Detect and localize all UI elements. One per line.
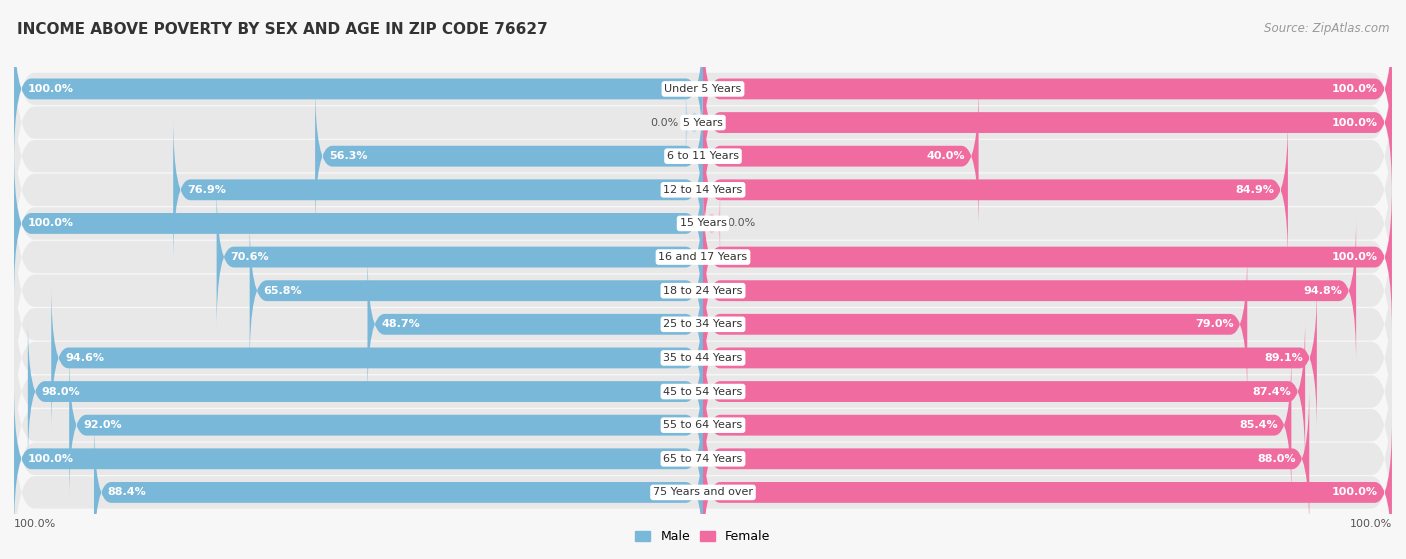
Text: 12 to 14 Years: 12 to 14 Years — [664, 185, 742, 195]
FancyBboxPatch shape — [703, 183, 720, 263]
Text: 88.0%: 88.0% — [1257, 454, 1295, 464]
Legend: Male, Female: Male, Female — [630, 525, 776, 548]
FancyBboxPatch shape — [367, 250, 703, 398]
Text: 35 to 44 Years: 35 to 44 Years — [664, 353, 742, 363]
Text: 56.3%: 56.3% — [329, 151, 367, 161]
Text: 75 Years and over: 75 Years and over — [652, 487, 754, 498]
FancyBboxPatch shape — [14, 4, 1392, 174]
Text: 100.0%: 100.0% — [28, 454, 75, 464]
FancyBboxPatch shape — [217, 183, 703, 331]
FancyBboxPatch shape — [14, 307, 1392, 476]
Text: 100.0%: 100.0% — [1331, 252, 1378, 262]
Text: 89.1%: 89.1% — [1264, 353, 1303, 363]
FancyBboxPatch shape — [14, 105, 1392, 274]
Text: 94.8%: 94.8% — [1303, 286, 1343, 296]
Text: 85.4%: 85.4% — [1239, 420, 1278, 430]
FancyBboxPatch shape — [94, 419, 703, 559]
FancyBboxPatch shape — [28, 318, 703, 465]
FancyBboxPatch shape — [703, 116, 1288, 263]
Text: 98.0%: 98.0% — [42, 387, 80, 396]
FancyBboxPatch shape — [69, 352, 703, 499]
Text: 55 to 64 Years: 55 to 64 Years — [664, 420, 742, 430]
Text: 100.0%: 100.0% — [28, 219, 75, 229]
FancyBboxPatch shape — [250, 217, 703, 364]
FancyBboxPatch shape — [14, 385, 703, 532]
FancyBboxPatch shape — [14, 72, 1392, 241]
FancyBboxPatch shape — [703, 83, 979, 230]
FancyBboxPatch shape — [703, 183, 1392, 331]
FancyBboxPatch shape — [14, 38, 1392, 207]
FancyBboxPatch shape — [686, 83, 703, 163]
Text: 100.0%: 100.0% — [28, 84, 75, 94]
Text: 76.9%: 76.9% — [187, 185, 226, 195]
FancyBboxPatch shape — [703, 250, 1247, 398]
Text: 70.6%: 70.6% — [231, 252, 269, 262]
FancyBboxPatch shape — [703, 385, 1309, 532]
FancyBboxPatch shape — [14, 172, 1392, 342]
FancyBboxPatch shape — [14, 240, 1392, 409]
FancyBboxPatch shape — [14, 150, 703, 297]
FancyBboxPatch shape — [703, 285, 1317, 432]
Text: 0.0%: 0.0% — [727, 219, 755, 229]
Text: 65 to 74 Years: 65 to 74 Years — [664, 454, 742, 464]
FancyBboxPatch shape — [14, 206, 1392, 376]
Text: 87.4%: 87.4% — [1253, 387, 1291, 396]
FancyBboxPatch shape — [14, 374, 1392, 543]
FancyBboxPatch shape — [14, 340, 1392, 510]
FancyBboxPatch shape — [315, 83, 703, 230]
FancyBboxPatch shape — [703, 217, 1357, 364]
Text: 100.0%: 100.0% — [1331, 487, 1378, 498]
Text: 45 to 54 Years: 45 to 54 Years — [664, 387, 742, 396]
FancyBboxPatch shape — [703, 318, 1305, 465]
Text: Under 5 Years: Under 5 Years — [665, 84, 741, 94]
FancyBboxPatch shape — [173, 116, 703, 263]
Text: 92.0%: 92.0% — [83, 420, 121, 430]
Text: 25 to 34 Years: 25 to 34 Years — [664, 319, 742, 329]
Text: 84.9%: 84.9% — [1236, 185, 1274, 195]
Text: 48.7%: 48.7% — [381, 319, 420, 329]
Text: 0.0%: 0.0% — [651, 117, 679, 127]
Text: INCOME ABOVE POVERTY BY SEX AND AGE IN ZIP CODE 76627: INCOME ABOVE POVERTY BY SEX AND AGE IN Z… — [17, 22, 547, 37]
FancyBboxPatch shape — [14, 408, 1392, 559]
Text: 100.0%: 100.0% — [1331, 84, 1378, 94]
Text: 100.0%: 100.0% — [14, 519, 56, 529]
FancyBboxPatch shape — [703, 419, 1392, 559]
FancyBboxPatch shape — [703, 49, 1392, 196]
FancyBboxPatch shape — [14, 139, 1392, 308]
FancyBboxPatch shape — [703, 15, 1392, 163]
Text: 18 to 24 Years: 18 to 24 Years — [664, 286, 742, 296]
Text: 88.4%: 88.4% — [108, 487, 146, 498]
FancyBboxPatch shape — [14, 15, 703, 163]
Text: 5 Years: 5 Years — [683, 117, 723, 127]
Text: 94.6%: 94.6% — [65, 353, 104, 363]
Text: 6 to 11 Years: 6 to 11 Years — [666, 151, 740, 161]
Text: 40.0%: 40.0% — [927, 151, 965, 161]
FancyBboxPatch shape — [14, 273, 1392, 443]
Text: 79.0%: 79.0% — [1195, 319, 1233, 329]
Text: 100.0%: 100.0% — [1331, 117, 1378, 127]
FancyBboxPatch shape — [703, 352, 1291, 499]
Text: Source: ZipAtlas.com: Source: ZipAtlas.com — [1264, 22, 1389, 35]
Text: 15 Years: 15 Years — [679, 219, 727, 229]
Text: 65.8%: 65.8% — [263, 286, 302, 296]
Text: 100.0%: 100.0% — [1350, 519, 1392, 529]
Text: 16 and 17 Years: 16 and 17 Years — [658, 252, 748, 262]
FancyBboxPatch shape — [51, 285, 703, 432]
